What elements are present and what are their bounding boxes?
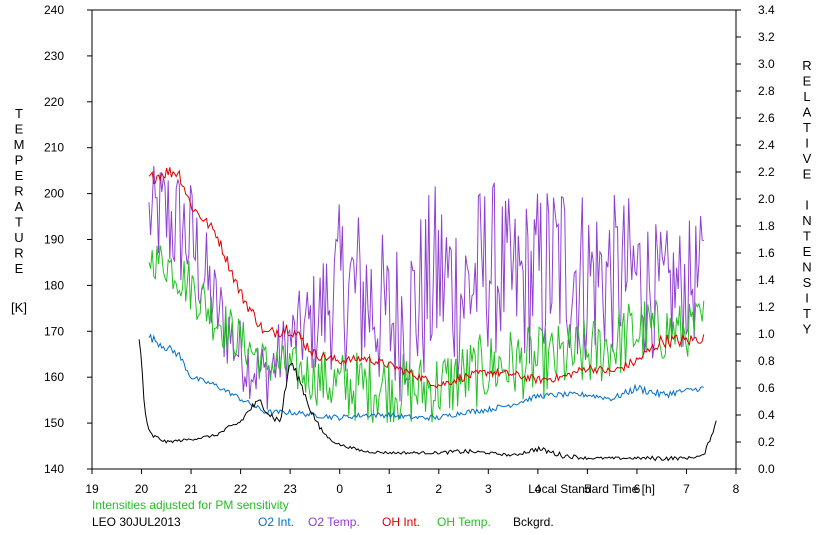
- left-axis-letter: T: [15, 215, 23, 230]
- left-tick-label: 230: [44, 49, 64, 63]
- series-line-bckgrd: [138, 339, 717, 462]
- right-tick-label: 0.2: [758, 435, 775, 449]
- right-axis-letter: I: [805, 198, 809, 213]
- x-tick-label: 6: [634, 482, 641, 496]
- right-axis-letter: E: [803, 74, 812, 89]
- station-label: LEO 30JUL2013: [92, 515, 181, 529]
- right-axis-letter: L: [803, 89, 810, 104]
- left-axis-letter: U: [14, 230, 23, 245]
- right-tick-label: 1.8: [758, 219, 775, 233]
- left-axis-letter: M: [14, 137, 25, 152]
- right-axis-letter: E: [803, 167, 812, 182]
- right-tick-label: 1.4: [758, 273, 775, 287]
- ticks-layer: 19 20 21 22 23 0 1 2 3 4 5 6 7 8140150160170180190200…: [44, 3, 775, 496]
- left-tick-label: 160: [44, 370, 64, 384]
- right-tick-label: 1.2: [758, 300, 775, 314]
- legend-oh-int: OH Int.: [382, 515, 420, 529]
- left-axis-letter: P: [15, 153, 24, 168]
- right-tick-label: 0.0: [758, 462, 775, 476]
- right-axis-letter: A: [803, 105, 812, 120]
- x-tick-label: 4: [535, 482, 542, 496]
- left-axis-letter: R: [14, 184, 23, 199]
- legend-bckgrd: Bckgrd.: [513, 515, 554, 529]
- x-tick-label: 20: [135, 482, 149, 496]
- right-tick-label: 2.0: [758, 192, 775, 206]
- x-tick-label: 7: [683, 482, 690, 496]
- right-axis-letter: T: [803, 229, 811, 244]
- x-tick-label: 8: [733, 482, 740, 496]
- x-tick-label: 22: [234, 482, 248, 496]
- right-tick-label: 0.4: [758, 408, 775, 422]
- x-tick-label: 19: [85, 482, 99, 496]
- x-tick-label: 3: [485, 482, 492, 496]
- series-line-oh-temp: [148, 245, 705, 423]
- right-tick-label: 3.4: [758, 3, 775, 17]
- right-tick-label: 2.2: [758, 165, 775, 179]
- right-axis-letter: E: [803, 244, 812, 259]
- right-tick-label: 0.6: [758, 381, 775, 395]
- x-tick-label: 21: [184, 482, 198, 496]
- left-tick-label: 220: [44, 95, 64, 109]
- x-tick-label: 1: [386, 482, 393, 496]
- left-tick-label: 150: [44, 416, 64, 430]
- x-tick-label: 23: [283, 482, 297, 496]
- x-tick-label: 5: [584, 482, 591, 496]
- left-tick-label: 190: [44, 233, 64, 247]
- series-line-o2-temp: [148, 165, 704, 410]
- left-axis-letter: A: [15, 199, 24, 214]
- left-tick-label: 170: [44, 324, 64, 338]
- note-text: Intensities adjusted for PM sensitivity: [92, 498, 289, 512]
- left-tick-label: 180: [44, 278, 64, 292]
- left-tick-label: 210: [44, 141, 64, 155]
- x-axis-label: Local Standard Time [h]: [528, 482, 655, 496]
- left-tick-label: 140: [44, 462, 64, 476]
- left-axis-letter: R: [14, 246, 23, 261]
- left-axis-letter: E: [15, 168, 24, 183]
- left-tick-label: 240: [44, 3, 64, 17]
- right-axis-letter: R: [802, 58, 811, 73]
- right-tick-label: 2.8: [758, 84, 775, 98]
- right-axis-letter: Y: [803, 322, 812, 337]
- legend-o2-temp: O2 Temp.: [308, 515, 360, 529]
- left-tick-label: 200: [44, 187, 64, 201]
- right-axis-letter: T: [803, 306, 811, 321]
- right-axis-letter: I: [805, 136, 809, 151]
- series-line-o2-int: [148, 333, 704, 422]
- left-axis-letter: T: [15, 106, 23, 121]
- right-tick-label: 2.4: [758, 138, 775, 152]
- right-axis-letter: N: [802, 213, 811, 228]
- left-axis-letter: E: [15, 261, 24, 276]
- right-tick-label: 0.8: [758, 354, 775, 368]
- x-tick-label: 0: [336, 482, 343, 496]
- right-axis-letter: V: [803, 151, 812, 166]
- right-tick-label: 3.2: [758, 30, 775, 44]
- right-axis-letter: N: [802, 260, 811, 275]
- left-axis-unit: [K]: [11, 300, 27, 315]
- right-axis-letter: T: [803, 120, 811, 135]
- right-tick-label: 1.0: [758, 327, 775, 341]
- right-tick-label: 3.0: [758, 57, 775, 71]
- right-tick-label: 1.6: [758, 246, 775, 260]
- series-line-oh-int: [148, 167, 705, 389]
- series-layer: [138, 165, 717, 462]
- right-tick-label: 2.6: [758, 111, 775, 125]
- right-axis-letter: S: [803, 275, 812, 290]
- left-axis-letter: E: [15, 122, 24, 137]
- right-axis-letter: I: [805, 291, 809, 306]
- x-tick-label: 2: [435, 482, 442, 496]
- legend-oh-temp: OH Temp.: [437, 515, 491, 529]
- legend-o2-int: O2 Int.: [258, 515, 294, 529]
